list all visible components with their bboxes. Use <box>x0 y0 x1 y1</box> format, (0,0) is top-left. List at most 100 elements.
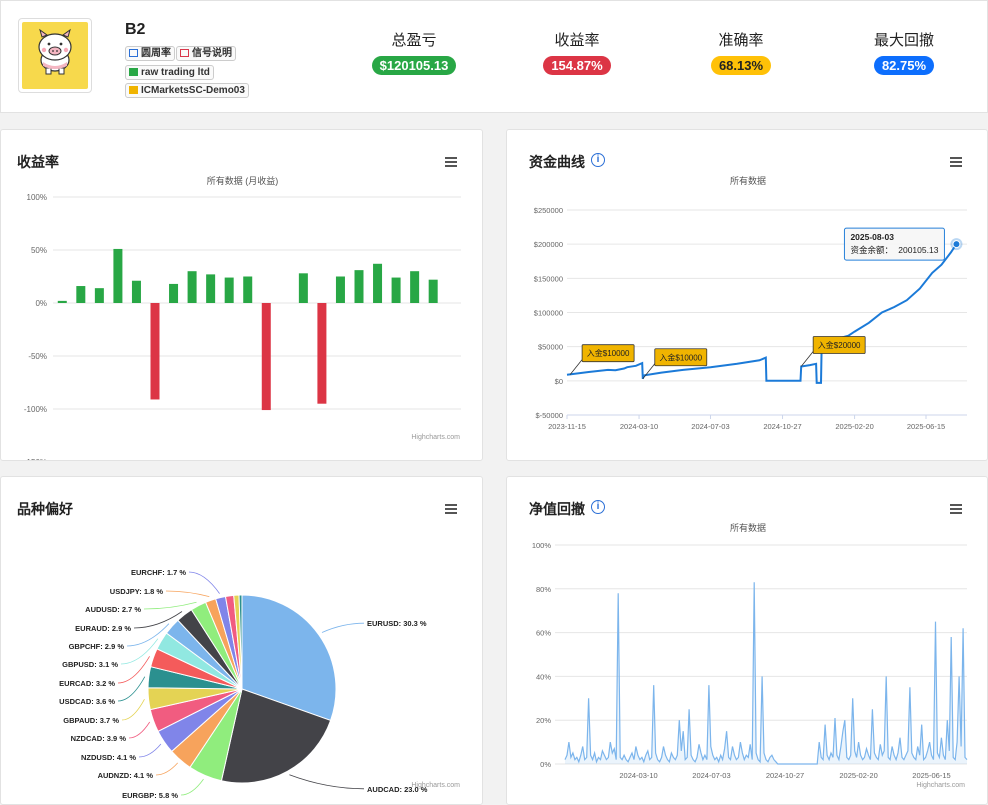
x-tick-label: 2024-07-03 <box>691 422 729 431</box>
stat-accuracy-value: 68.13% <box>710 56 772 75</box>
drawdown-credit[interactable]: Highcharts.com <box>916 782 965 789</box>
pie-connector <box>180 778 204 796</box>
y-tick-label: $-50000 <box>535 411 563 420</box>
y-tick-label: $50000 <box>538 343 563 352</box>
x-tick-label: 2024-07-03 <box>692 771 730 780</box>
pie-label: AUDNZD: 4.1 % <box>98 771 154 780</box>
pie-label: USDCAD: 3.6 % <box>59 697 115 706</box>
drawdown-area-chart: 100% 80% 60% 40% 20% 0% 2024-03-10 2024-07-03 20… <box>532 541 968 780</box>
account-header: B2 圆周率 信号说明 raw trading ltd ICMarketsSC-… <box>0 0 988 113</box>
symbols-menu-icon[interactable] <box>445 504 457 514</box>
y-tick-label: 100% <box>27 193 47 202</box>
tooltip-box <box>843 227 945 261</box>
bar <box>224 277 234 303</box>
y-tick-label: -100% <box>24 405 47 414</box>
stat-max-drawdown-value: 82.75% <box>873 56 935 75</box>
y-tick-label: 40% <box>536 672 551 681</box>
annotation-label: 入金$10000 <box>587 348 630 358</box>
x-tick-label: 2025-02-20 <box>839 771 877 780</box>
y-tick-label: $200000 <box>534 240 563 249</box>
y-tick-label: $250000 <box>534 206 563 215</box>
pie-connector <box>321 622 365 633</box>
equity-card-title: 资金曲线 <box>529 154 585 170</box>
stat-max-drawdown-label: 最大回撤 <box>873 32 934 49</box>
tag-signal-info[interactable]: 信号说明 <box>176 46 236 61</box>
x-tick-label: 2025-06-15 <box>912 771 950 780</box>
annotation-box <box>581 344 635 363</box>
x-tick-label: 2024-03-10 <box>619 771 657 780</box>
bar <box>206 274 216 303</box>
drawdown-info-icon[interactable]: i <box>591 500 605 514</box>
pie-connector <box>117 656 150 684</box>
pie-label: EURCHF: 1.7 % <box>131 568 186 577</box>
bar <box>187 271 197 303</box>
pie-connector <box>121 699 145 721</box>
bar <box>373 263 383 303</box>
y-tick-label: -50% <box>28 352 47 361</box>
copy-icon <box>129 68 138 76</box>
returns-card: 收益率 所有数据 (月收益) 100%50%0%-50%-100%-150%20… <box>0 129 483 461</box>
pie-connector <box>117 676 146 702</box>
returns-credit[interactable]: Highcharts.com <box>411 434 460 441</box>
bar <box>391 277 401 303</box>
bar <box>243 276 253 303</box>
bar <box>317 303 327 404</box>
drawdown-card-title: 净值回撤 <box>529 501 585 517</box>
pie-connector <box>133 611 183 629</box>
tag-broker[interactable]: raw trading ltd <box>125 65 214 80</box>
bar <box>131 280 141 303</box>
y-tick-label: 50% <box>31 246 47 255</box>
y-tick-label: 0% <box>540 760 551 769</box>
drawdown-card: 净值回撤 i 所有数据 100% 80% 60% 40% 20% 0% 2024-03-10… <box>506 476 988 805</box>
stat-return-rate-label: 收益率 <box>554 32 600 49</box>
returns-menu-icon[interactable] <box>445 157 457 167</box>
pie-connector <box>128 721 151 739</box>
server-icon <box>129 86 138 94</box>
tooltip-value: 200105.13 <box>898 245 938 255</box>
symbols-pie-chart: EURUSD: 30.3 % AUDCAD: 23.0 % EURGBP: 5.8 … <box>59 568 428 800</box>
returns-bar-chart: 100%50%0%-50%-100%-150%2023年11月2023年12月2… <box>24 193 461 460</box>
drawdown-menu-icon[interactable] <box>950 504 962 514</box>
account-name: B2 <box>125 21 146 38</box>
pie-connector <box>165 590 210 597</box>
bar <box>428 279 438 303</box>
annotation-label: 入金$10000 <box>659 352 702 362</box>
stat-max-drawdown: 最大回撤 82.75% <box>844 29 964 75</box>
equity-card: 资金曲线 i 所有数据 $250000 $200000 $150000 $100000… <box>506 129 988 461</box>
pie-label: EURAUD: 2.9 % <box>75 624 131 633</box>
pie-label: AUDUSD: 2.7 % <box>85 605 141 614</box>
x-tick-label: 2024-10-27 <box>766 771 804 780</box>
symbols-credit[interactable]: Highcharts.com <box>411 782 460 789</box>
y-tick-label: 60% <box>536 629 551 638</box>
x-tick-label: 2024-03-10 <box>620 422 658 431</box>
y-tick-label: 0% <box>35 299 47 308</box>
stat-total-pnl: 总盈亏 $120105.13 <box>354 29 474 75</box>
stat-total-pnl-label: 总盈亏 <box>391 32 437 49</box>
annotation-connector <box>800 351 814 367</box>
tag-server[interactable]: ICMarketsSC-Demo03 <box>125 83 249 98</box>
equity-menu-icon[interactable] <box>950 157 962 167</box>
bar <box>410 271 420 303</box>
x-tick-label: 2025-02-20 <box>835 422 873 431</box>
symbols-card: 品种偏好 EURUSD: 30.3 % AUDCAD: 23.0 % EURGBP:… <box>0 476 483 805</box>
bar <box>150 303 160 400</box>
pie-connector <box>155 762 178 776</box>
stat-accuracy: 准确率 68.13% <box>681 29 801 75</box>
tag-pi[interactable]: 圆周率 <box>125 46 175 61</box>
pie-label: GBPUSD: 3.1 % <box>62 660 118 669</box>
message-icon <box>180 49 189 57</box>
equity-info-icon[interactable]: i <box>591 153 605 167</box>
returns-subtitle: 所有数据 (月收益) <box>206 176 279 186</box>
stat-total-pnl-value: $120105.13 <box>371 56 457 75</box>
hover-point <box>952 240 961 249</box>
pie-connector <box>289 774 365 790</box>
drawdown-line <box>564 582 968 765</box>
tag-signal-info-label: 信号说明 <box>192 48 232 59</box>
user-card-icon <box>129 49 138 57</box>
avatar <box>18 18 92 93</box>
pig-logo-icon <box>38 28 72 75</box>
bar <box>76 286 86 303</box>
y-tick-label: $150000 <box>534 274 563 283</box>
bar <box>261 303 271 411</box>
pie-connector <box>138 743 162 758</box>
